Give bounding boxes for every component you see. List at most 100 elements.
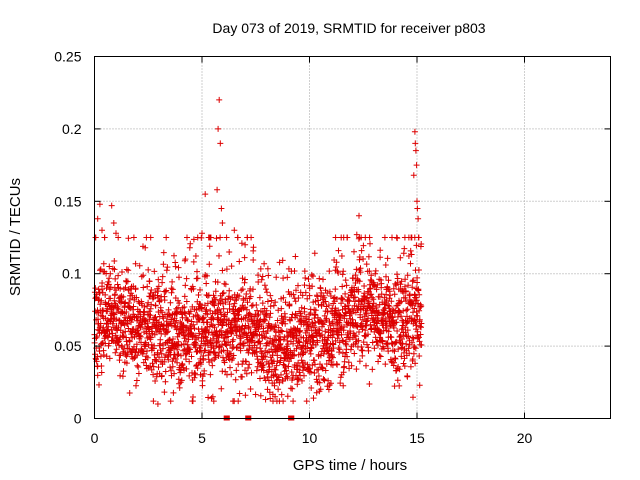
data-point (365, 347, 372, 354)
data-point (136, 332, 143, 339)
data-point (148, 334, 154, 341)
data-point (265, 377, 272, 384)
data-point (153, 358, 160, 365)
data-point (154, 401, 161, 407)
data-point (409, 284, 416, 291)
data-point (299, 377, 305, 384)
data-point (263, 286, 269, 293)
data-point (314, 339, 321, 346)
data-point (182, 282, 189, 289)
data-point (197, 342, 204, 349)
data-point (374, 320, 381, 327)
data-point (315, 366, 322, 373)
data-point (112, 349, 119, 356)
data-point (259, 300, 266, 307)
data-point (174, 352, 181, 359)
data-point (229, 355, 236, 362)
data-point (230, 352, 237, 359)
data-point (289, 311, 296, 318)
data-point (114, 281, 121, 288)
data-point (195, 292, 202, 298)
data-point (203, 306, 210, 313)
data-point (124, 278, 131, 285)
data-point (130, 303, 137, 310)
data-point (194, 268, 200, 275)
data-point (304, 295, 311, 302)
data-point (210, 301, 217, 308)
data-point (183, 298, 190, 305)
data-point (316, 379, 323, 386)
data-point (133, 294, 140, 301)
data-point (205, 394, 212, 401)
y-tick-label: 0 (74, 411, 82, 427)
data-point (111, 297, 118, 304)
data-point (184, 317, 191, 324)
data-point (410, 172, 417, 179)
data-point (207, 371, 214, 378)
data-point (377, 254, 384, 261)
data-point (311, 370, 318, 376)
data-point (206, 359, 213, 366)
data-point (252, 391, 259, 398)
data-points (91, 96, 425, 421)
data-point (163, 234, 170, 241)
data-point (257, 392, 264, 399)
data-point (233, 367, 240, 374)
data-point (231, 227, 238, 234)
data-point (100, 307, 107, 314)
data-point (213, 339, 220, 346)
data-point (227, 364, 233, 371)
data-point (100, 260, 107, 267)
data-point (198, 349, 204, 356)
data-point (169, 358, 176, 365)
data-point (190, 394, 196, 400)
data-point (265, 320, 272, 327)
data-point (410, 394, 416, 401)
data-point (305, 276, 312, 282)
data-point (282, 320, 289, 327)
data-point (152, 302, 159, 309)
data-point (149, 360, 156, 367)
data-point (253, 344, 260, 351)
data-point (405, 345, 412, 352)
data-point (412, 147, 419, 154)
data-point (363, 362, 369, 369)
data-point (356, 329, 362, 335)
data-point (330, 345, 337, 352)
data-point (263, 307, 270, 314)
data-point (223, 266, 230, 273)
data-point (292, 253, 299, 260)
data-point (258, 332, 265, 339)
data-point (167, 299, 174, 306)
data-point (394, 275, 401, 282)
data-point (151, 268, 158, 275)
data-point (124, 321, 131, 327)
data-point (400, 360, 407, 367)
data-point (142, 244, 149, 251)
data-point (126, 304, 133, 311)
data-point (221, 312, 227, 319)
x-tick-label: 20 (517, 430, 533, 446)
data-point (383, 291, 390, 298)
data-point (407, 260, 414, 267)
data-point (375, 309, 382, 316)
data-point (401, 363, 408, 370)
data-point (329, 354, 336, 361)
data-point (290, 291, 297, 298)
data-point (377, 247, 384, 254)
data-point (104, 320, 110, 327)
data-point (237, 335, 244, 342)
data-point (184, 234, 190, 241)
data-point (228, 263, 235, 270)
data-point (97, 353, 104, 360)
data-point (243, 332, 250, 338)
data-point (267, 303, 274, 310)
data-point (335, 247, 342, 254)
data-point (98, 363, 105, 369)
data-point (217, 234, 224, 241)
data-point (362, 309, 369, 316)
data-point (131, 355, 138, 361)
data-point (188, 318, 195, 325)
data-point (106, 355, 113, 362)
